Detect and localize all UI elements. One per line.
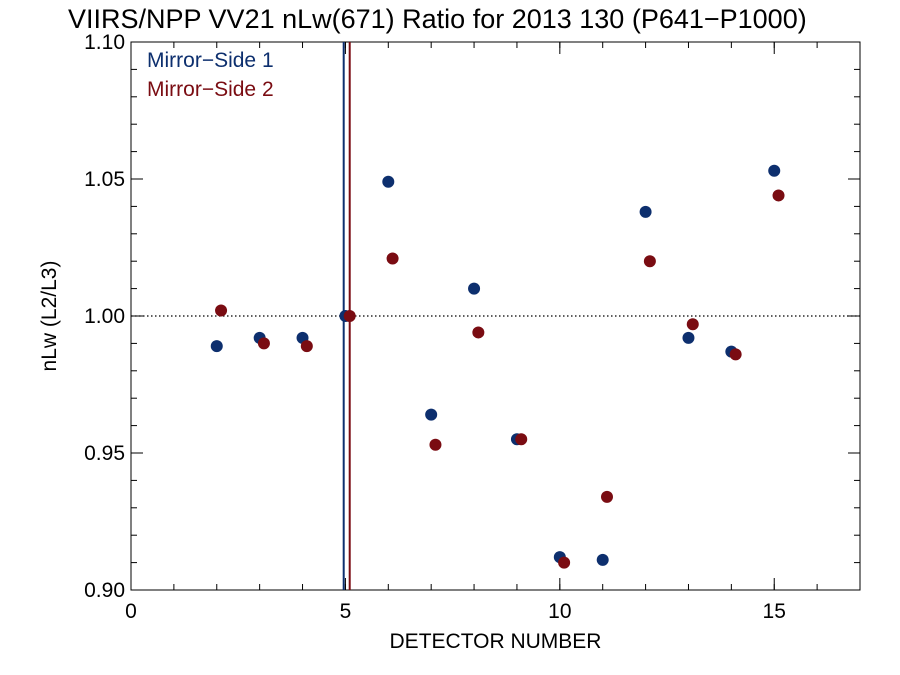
point-mirror-side-2-detector-3 xyxy=(257,337,270,350)
y-tick-labels: 0.90 0.95 1.00 1.05 1.10 xyxy=(84,31,125,602)
point-mirror-side-2-detector-14 xyxy=(729,348,742,361)
point-mirror-side-2-detector-12 xyxy=(643,255,656,268)
point-mirror-side-2-detector-6 xyxy=(386,252,399,265)
x-tick-label: 15 xyxy=(763,600,786,623)
point-mirror-side-2-detector-11 xyxy=(600,490,613,503)
point-mirror-side-1-detector-11 xyxy=(596,553,609,566)
data-points xyxy=(210,164,785,569)
x-tick-label: 5 xyxy=(340,600,352,623)
x-axis-label: DETECTOR NUMBER xyxy=(390,630,602,653)
point-mirror-side-1-detector-6 xyxy=(382,175,395,188)
point-mirror-side-2-detector-5 xyxy=(343,310,356,322)
point-mirror-side-2-detector-10 xyxy=(558,556,571,569)
x-tick-label: 10 xyxy=(548,600,571,623)
point-mirror-side-2-detector-15 xyxy=(772,189,785,202)
y-axis-label: nLw (L2/L3) xyxy=(38,261,61,372)
point-mirror-side-1-detector-13 xyxy=(682,331,695,344)
point-mirror-side-1-detector-15 xyxy=(768,164,781,177)
y-tick-label: 0.90 xyxy=(84,579,125,602)
legend-entry-mirror-side-1: Mirror−Side 1 xyxy=(147,49,274,72)
point-mirror-side-2-detector-8 xyxy=(472,326,485,339)
point-mirror-side-1-detector-8 xyxy=(468,282,481,295)
major-ticks xyxy=(130,41,860,591)
point-mirror-side-1-detector-7 xyxy=(425,408,438,421)
point-mirror-side-1-detector-2 xyxy=(210,340,223,353)
point-mirror-side-1-detector-12 xyxy=(639,205,652,218)
x-tick-label: 0 xyxy=(125,600,137,623)
y-tick-label: 1.10 xyxy=(84,31,125,54)
y-tick-label: 0.95 xyxy=(84,442,125,465)
legend: Mirror−Side 1 Mirror−Side 2 xyxy=(147,49,274,101)
x-tick-labels: 0 5 10 15 xyxy=(125,600,786,623)
point-mirror-side-2-detector-7 xyxy=(429,438,442,451)
point-mirror-side-2-detector-2 xyxy=(215,304,228,317)
chart-title: VIIRS/NPP VV21 nLw(671) Ratio for 2013 1… xyxy=(68,4,807,34)
point-mirror-side-2-detector-9 xyxy=(515,433,528,446)
point-mirror-side-2-detector-4 xyxy=(300,340,313,353)
point-mirror-side-2-detector-13 xyxy=(686,318,699,331)
y-tick-label: 1.00 xyxy=(84,305,125,328)
y-tick-label: 1.05 xyxy=(84,168,125,191)
legend-entry-mirror-side-2: Mirror−Side 2 xyxy=(147,78,274,101)
